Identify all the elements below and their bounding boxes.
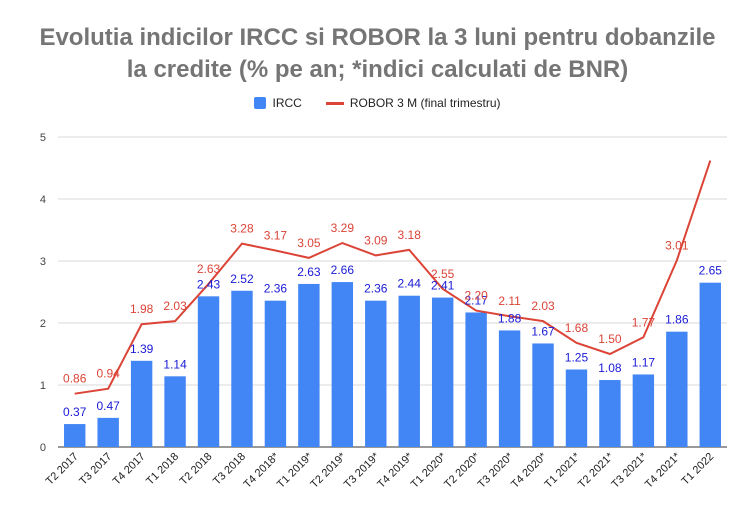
line-data-label: 3.28 bbox=[230, 222, 254, 236]
bar-data-label: 2.36 bbox=[364, 282, 388, 296]
legend-item-robor: ROBOR 3 M (final trimestru) bbox=[325, 96, 501, 110]
line-data-label: 1.77 bbox=[632, 315, 656, 329]
bar-ircc bbox=[599, 380, 621, 447]
bar-data-label: 2.52 bbox=[230, 272, 254, 286]
bar-ircc bbox=[431, 297, 454, 447]
line-data-label: 2.03 bbox=[531, 299, 555, 313]
chart-title-line-2: la credite (% pe an; *indici calculati d… bbox=[126, 56, 629, 83]
bar-ircc bbox=[632, 374, 655, 447]
legend-label-robor: ROBOR 3 M (final trimestru) bbox=[349, 96, 501, 110]
bar-data-label: 1.67 bbox=[531, 324, 555, 338]
y-tick-label: 2 bbox=[40, 318, 46, 330]
bar-ircc bbox=[699, 282, 721, 447]
x-tick-label: T1 2022 bbox=[679, 451, 716, 488]
line-data-label: 3.05 bbox=[297, 236, 321, 250]
bar-data-label: 1.25 bbox=[565, 351, 589, 365]
bar-ircc bbox=[331, 282, 354, 447]
bar-data-label: 1.08 bbox=[598, 361, 622, 375]
bar-ircc bbox=[298, 283, 320, 447]
y-tick-label: 1 bbox=[40, 380, 46, 392]
y-tick-label: 0 bbox=[40, 442, 46, 454]
bar-data-label: 1.17 bbox=[632, 355, 656, 369]
line-data-label: 0.86 bbox=[63, 372, 87, 386]
legend-item-ircc: IRCC bbox=[254, 96, 302, 110]
line-data-label: 1.98 bbox=[130, 302, 154, 316]
bar-ircc bbox=[164, 376, 186, 447]
bar-ircc bbox=[97, 417, 119, 447]
y-tick-label: 5 bbox=[40, 132, 46, 144]
bar-ircc bbox=[197, 296, 220, 447]
line-data-label: 2.63 bbox=[197, 262, 221, 276]
bar-data-label: 2.63 bbox=[297, 265, 321, 279]
x-tick-label: T4 2017 bbox=[111, 451, 148, 488]
bar-ircc bbox=[565, 369, 588, 447]
bar-data-label: 2.43 bbox=[197, 277, 221, 291]
bar-data-label: 1.86 bbox=[665, 313, 689, 327]
x-tick-label: T4 2021* bbox=[643, 450, 684, 491]
bar-ircc bbox=[231, 290, 253, 447]
line-data-label: 1.68 bbox=[565, 321, 589, 335]
bar-data-label: 0.47 bbox=[96, 399, 120, 413]
bar-data-label: 2.66 bbox=[331, 263, 355, 277]
y-tick-label: 4 bbox=[40, 194, 46, 206]
bar-ircc bbox=[130, 360, 153, 447]
bar-data-label: 2.44 bbox=[398, 277, 422, 291]
line-data-label: 2.20 bbox=[464, 289, 488, 303]
line-data-label: 2.55 bbox=[431, 267, 455, 281]
bar-data-label: 1.39 bbox=[130, 342, 154, 356]
line-data-label: 3.09 bbox=[364, 233, 388, 247]
y-tick-label: 3 bbox=[40, 256, 46, 268]
line-data-label: 2.11 bbox=[498, 294, 521, 308]
line-data-label: 3.01 bbox=[665, 238, 689, 252]
bar-ircc bbox=[465, 312, 487, 447]
line-data-label: 3.29 bbox=[331, 221, 355, 235]
bar-ircc bbox=[365, 300, 387, 447]
line-data-label: 3.18 bbox=[398, 228, 422, 242]
bar-ircc bbox=[398, 295, 420, 447]
bar-data-label: 0.37 bbox=[63, 405, 87, 419]
bar-ircc bbox=[64, 424, 86, 447]
line-data-label: 3.17 bbox=[264, 228, 288, 242]
chart-title: Evolutia indicilor IRCC si ROBOR la 3 lu… bbox=[0, 22, 755, 86]
x-tick-label: T3 2017 bbox=[77, 451, 114, 488]
chart-title-line-1: Evolutia indicilor IRCC si ROBOR la 3 lu… bbox=[39, 24, 716, 51]
bar-data-label: 1.14 bbox=[163, 357, 187, 371]
legend-label-ircc: IRCC bbox=[272, 96, 302, 110]
line-robor bbox=[74, 160, 712, 395]
x-tick-label: T2 2017 bbox=[44, 451, 81, 488]
bar-ircc bbox=[264, 300, 287, 447]
bar-data-label: 2.41 bbox=[431, 279, 455, 293]
bar-ircc bbox=[498, 330, 521, 447]
x-tick-label: T1 2018 bbox=[144, 451, 181, 488]
bar-data-label: 2.17 bbox=[464, 293, 488, 307]
line-data-label: 1.50 bbox=[598, 332, 622, 346]
legend-swatch-ircc bbox=[254, 97, 267, 109]
x-tick-label: T2 2018 bbox=[178, 451, 215, 488]
bar-ircc bbox=[666, 331, 688, 447]
bar-data-label: 1.88 bbox=[498, 311, 522, 325]
bar-data-label: 2.65 bbox=[699, 264, 723, 278]
line-data-label: 2.03 bbox=[163, 299, 187, 313]
legend-swatch-robor bbox=[325, 101, 344, 105]
bar-ircc bbox=[532, 343, 554, 447]
line-data-label: 0.94 bbox=[96, 367, 120, 381]
bar-data-label: 2.36 bbox=[264, 282, 288, 296]
legend: IRCC ROBOR 3 M (final trimestru) bbox=[0, 96, 755, 110]
